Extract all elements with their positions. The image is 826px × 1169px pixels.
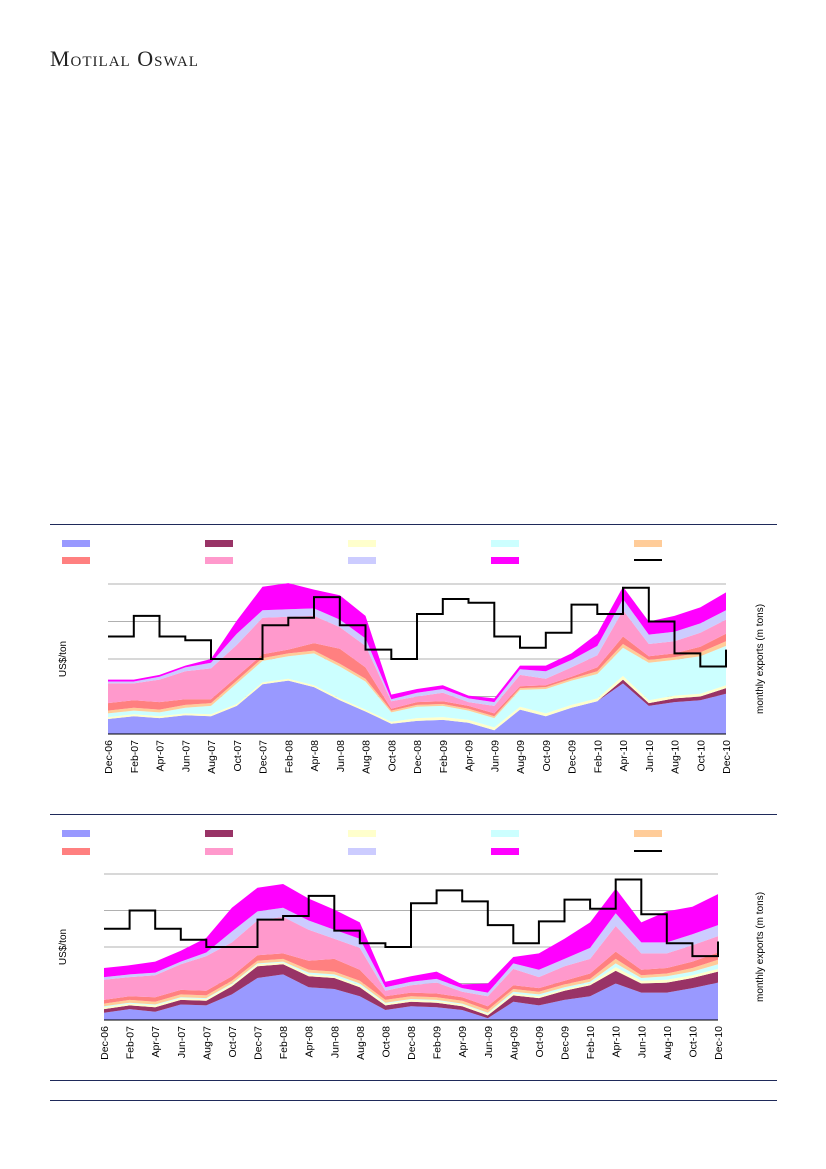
brand-logo: Motilal Oswal <box>50 46 199 71</box>
y-axis-label: US$/ton <box>58 641 69 677</box>
x-tick-label: Dec-08 <box>406 1026 418 1060</box>
x-tick-label: Dec-10 <box>713 1026 725 1060</box>
y2-axis-label: monthly exports (m tons) <box>755 604 766 714</box>
legend-swatch-7 <box>205 848 233 855</box>
x-tick-label: Oct-09 <box>541 740 553 772</box>
x-tick-label: Jun-08 <box>329 1026 341 1058</box>
area-series-8 <box>104 907 718 997</box>
legend-swatch-4 <box>491 540 519 547</box>
x-tick-label: Oct-07 <box>232 740 244 772</box>
area-series-5 <box>104 958 718 1013</box>
x-tick-label: Dec-10 <box>721 740 733 774</box>
x-tick-label: Oct-10 <box>695 740 707 772</box>
x-tick-label: Jun-10 <box>644 740 656 772</box>
x-tick-label: Dec-09 <box>560 1026 572 1060</box>
x-tick-label: Feb-07 <box>125 1026 137 1059</box>
legend-swatch-3 <box>348 540 376 547</box>
x-tick-label: Aug-10 <box>670 740 682 774</box>
chart2-top-rule <box>50 814 777 815</box>
x-tick-label: Apr-10 <box>618 740 630 772</box>
area-series-2 <box>104 964 718 1019</box>
legend-swatch-8 <box>348 848 376 855</box>
x-tick-label: Jun-08 <box>335 740 347 772</box>
legend-swatch-5 <box>634 830 662 837</box>
area-series-1 <box>104 974 718 1020</box>
area-series-6 <box>104 951 718 1010</box>
area-series-5 <box>108 641 726 719</box>
legend-swatch-1 <box>62 830 90 837</box>
x-tick-label: Feb-09 <box>432 1026 444 1059</box>
area-series-3 <box>108 675 726 731</box>
y-axis-label: US$/ton <box>58 929 69 965</box>
x-tick-label: Aug-10 <box>662 1026 674 1060</box>
line-series-exports <box>104 878 719 958</box>
chart2-bottom-rule <box>50 1080 777 1081</box>
x-tick-label: Oct-10 <box>687 1026 699 1058</box>
x-tick-label: Aug-08 <box>361 740 373 774</box>
legend-swatch-4 <box>491 830 519 837</box>
y2-axis-label: monthly exports (m tons) <box>755 892 766 1002</box>
legend-swatch-2 <box>205 540 233 547</box>
x-tick-label: Jun-07 <box>180 740 192 772</box>
legend-swatch-3 <box>348 830 376 837</box>
x-tick-label: Aug-08 <box>355 1026 367 1060</box>
x-tick-label: Feb-09 <box>438 740 450 773</box>
x-tick-label: Apr-10 <box>611 1026 623 1058</box>
legend-swatch-6 <box>62 557 90 564</box>
x-tick-label: Apr-08 <box>309 740 321 772</box>
legend-swatch-2 <box>205 830 233 837</box>
line-series-exports <box>108 586 727 668</box>
x-tick-label: Jun-10 <box>636 1026 648 1058</box>
x-tick-label: Oct-07 <box>227 1026 239 1058</box>
x-tick-label: Aug-09 <box>515 740 527 774</box>
legend-swatch-5 <box>634 540 662 547</box>
x-tick-label: Apr-08 <box>304 1026 316 1058</box>
chart1-top-rule <box>50 524 777 525</box>
area-series-9 <box>104 884 718 993</box>
x-tick-label: Aug-09 <box>508 1026 520 1060</box>
x-tick-label: Jun-09 <box>489 740 501 772</box>
x-tick-label: Aug-07 <box>201 1026 213 1060</box>
x-tick-label: Feb-10 <box>592 740 604 773</box>
x-tick-label: Jun-09 <box>483 1026 495 1058</box>
x-tick-label: Oct-09 <box>534 1026 546 1058</box>
x-tick-label: Dec-06 <box>103 740 115 774</box>
x-tick-label: Oct-08 <box>380 1026 392 1058</box>
area-series-4 <box>108 645 726 728</box>
area-series-3 <box>104 962 718 1016</box>
x-tick-label: Feb-08 <box>278 1026 290 1059</box>
x-tick-label: Apr-07 <box>150 1026 162 1058</box>
chart-1: Dec-06 Feb-07 Apr-07 Jun-07 Aug-07 Oct-07 Dec-… <box>58 540 766 774</box>
x-tick-label: Oct-08 <box>386 740 398 772</box>
legend-swatch-9 <box>491 848 519 855</box>
x-tick-label: Dec-07 <box>258 740 270 774</box>
legend-swatch-6 <box>62 848 90 855</box>
x-tick-label: Dec-07 <box>253 1026 265 1060</box>
area-series-1 <box>108 680 726 734</box>
x-tick-label: Dec-09 <box>567 740 579 774</box>
x-tick-label: Feb-07 <box>129 740 141 773</box>
legend-swatch-1 <box>62 540 90 547</box>
x-tick-label: Aug-07 <box>206 740 218 774</box>
x-tick-label: Feb-08 <box>283 740 295 773</box>
footer-rule <box>50 1100 777 1101</box>
x-tick-label: Dec-06 <box>99 1026 111 1060</box>
x-tick-label: Apr-07 <box>155 740 167 772</box>
legend-swatch-7 <box>205 557 233 564</box>
x-tick-label: Feb-10 <box>585 1026 597 1059</box>
x-tick-label: Jun-07 <box>176 1026 188 1058</box>
x-tick-label: Apr-09 <box>464 740 476 772</box>
legend-swatch-9 <box>491 557 519 564</box>
chart-2: Dec-06 Feb-07 Apr-07 Jun-07 Aug-07 Oct-07 Dec-… <box>58 830 766 1060</box>
x-tick-label: Apr-09 <box>457 1026 469 1058</box>
x-tick-label: Dec-08 <box>412 740 424 774</box>
legend-swatch-8 <box>348 557 376 564</box>
